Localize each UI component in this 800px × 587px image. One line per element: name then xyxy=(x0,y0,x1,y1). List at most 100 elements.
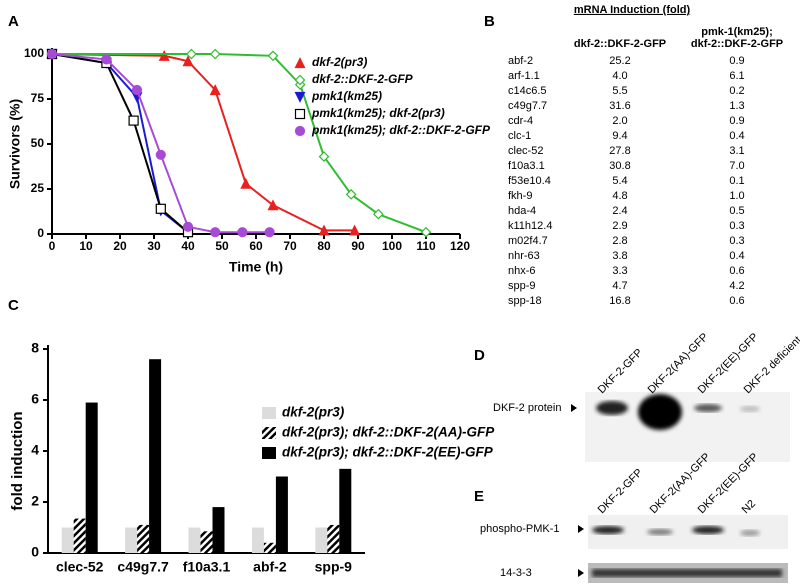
y-tick-label: 75 xyxy=(31,91,45,105)
marker xyxy=(267,50,279,62)
lane-label: DKF-2-GFP xyxy=(596,467,646,517)
legend-marker xyxy=(294,57,306,69)
marker xyxy=(318,224,330,236)
marker xyxy=(373,208,384,220)
x-tick-label: abf-2 xyxy=(253,559,287,575)
band-label: DKF-2 protein xyxy=(493,402,561,414)
x-tick-label: 80 xyxy=(317,239,331,253)
legend-label: dkf-2::DKF-2-GFP xyxy=(312,72,414,86)
table-cell: 3.8 xyxy=(612,250,627,262)
x-tick-label: 20 xyxy=(113,239,127,253)
marker xyxy=(158,49,170,61)
table-cell: f10a3.1 xyxy=(508,160,545,172)
table-cell: f53e10.4 xyxy=(508,175,551,187)
table-cell: 3.3 xyxy=(612,265,627,277)
legend-label: dkf-2(pr3); dkf-2::DKF-2(EE)-GFP xyxy=(282,445,494,460)
marker xyxy=(155,149,166,160)
y-axis-title: fold induction xyxy=(9,411,26,510)
x-tick-label: 30 xyxy=(147,239,161,253)
table-cell: 2.9 xyxy=(612,220,627,232)
table-cell: 9.4 xyxy=(612,130,627,142)
table-cell: 0.9 xyxy=(729,115,744,127)
table-title: mRNA Induction (fold) xyxy=(574,4,691,16)
series-line xyxy=(51,53,355,232)
marker xyxy=(155,203,166,214)
marker xyxy=(318,151,330,162)
table-cell: 0.6 xyxy=(729,265,744,277)
lane-label: DKF-2-GFP xyxy=(596,347,646,397)
legend-marker xyxy=(294,108,306,120)
x-tick-label: 110 xyxy=(416,239,436,253)
marker xyxy=(186,48,197,60)
legend-marker xyxy=(294,91,306,103)
table-cell: hda-4 xyxy=(508,205,536,217)
table-cell: 2.4 xyxy=(612,205,627,217)
legend-label: pmk1(km25); dkf-2(pr3) xyxy=(311,106,445,120)
bar xyxy=(149,359,162,553)
table-cell: 0.3 xyxy=(729,235,744,247)
band-label: 14-3-3 xyxy=(500,567,532,579)
table-cell: 2.8 xyxy=(612,235,627,247)
column-header: dkf-2::DKF-2-GFP xyxy=(691,38,783,50)
x-tick-label: 50 xyxy=(215,239,229,253)
marker xyxy=(209,48,221,60)
bar xyxy=(315,527,328,553)
panel-label: A xyxy=(8,13,19,30)
marker xyxy=(240,177,252,189)
bar xyxy=(339,468,352,553)
x-tick-label: 70 xyxy=(283,239,297,253)
blot-e-image xyxy=(578,515,788,583)
table-cell: 3.1 xyxy=(729,145,744,157)
marker xyxy=(131,84,143,96)
y-axis-title: Survivors (%) xyxy=(7,99,23,189)
legend-label: pmk1(km25); dkf-2::DKF-2-GFP xyxy=(311,123,491,137)
column-header: pmk-1(km25); xyxy=(701,26,773,38)
x-tick-label: spp-9 xyxy=(315,559,353,575)
table-cell: 4.2 xyxy=(729,280,744,292)
x-tick-label: clec-52 xyxy=(56,559,104,575)
y-tick-label: 8 xyxy=(31,340,39,356)
blot-d-image xyxy=(571,392,790,462)
bar xyxy=(73,518,86,553)
table-cell: 1.0 xyxy=(729,190,744,202)
x-tick-label: 90 xyxy=(351,239,365,253)
bar xyxy=(251,527,264,553)
x-tick-label: c49g7.7 xyxy=(117,559,169,575)
panel-label: E xyxy=(474,488,484,505)
table-cell: 0.6 xyxy=(729,295,744,307)
bar xyxy=(85,402,98,553)
legend-swatch xyxy=(262,427,276,439)
y-tick-label: 0 xyxy=(37,226,44,240)
legend-label: pmk1(km25) xyxy=(311,89,382,103)
x-tick-label: 0 xyxy=(49,239,56,253)
band-label: phospho-PMK-1 xyxy=(480,523,560,535)
bar xyxy=(61,527,74,553)
marker xyxy=(210,227,221,238)
bar xyxy=(327,524,340,553)
table-cell: cdr-4 xyxy=(508,115,533,127)
panel-label: C xyxy=(8,297,19,314)
x-tick-label: 10 xyxy=(79,239,93,253)
marker xyxy=(182,55,194,67)
table-cell: abf-2 xyxy=(508,55,533,67)
table-cell: 1.3 xyxy=(729,100,744,112)
y-tick-label: 100 xyxy=(24,46,44,60)
table-cell: c49g7.7 xyxy=(508,100,547,112)
x-tick-label: 100 xyxy=(382,239,402,253)
table-cell: 25.2 xyxy=(609,55,630,67)
table-cell: spp-18 xyxy=(508,295,542,307)
bar xyxy=(212,507,225,553)
legend-label: dkf-2(pr3); dkf-2::DKF-2(AA)-GFP xyxy=(282,425,495,440)
marker xyxy=(237,227,248,238)
table-cell: clc-1 xyxy=(508,130,531,142)
table-cell: k11h12.4 xyxy=(508,220,552,232)
table-cell: clec-52 xyxy=(508,145,543,157)
y-tick-label: 6 xyxy=(31,391,39,407)
bar xyxy=(263,542,276,553)
y-tick-label: 2 xyxy=(31,493,39,509)
bar xyxy=(275,476,288,553)
x-axis-title: Time (h) xyxy=(229,259,283,275)
y-tick-label: 4 xyxy=(31,442,39,458)
marker xyxy=(209,84,221,96)
